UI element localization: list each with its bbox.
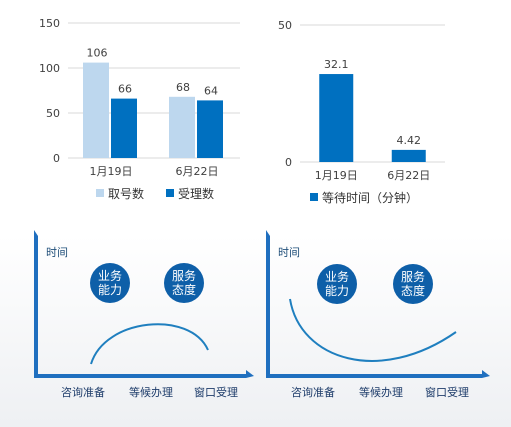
data-label: 4.42 [397,134,422,147]
data-label: 64 [204,84,218,97]
bar-a [83,62,109,158]
legend-swatch [96,189,104,197]
bubble-service-attitude [393,264,433,304]
x-axis [266,374,482,378]
x-axis [34,374,246,378]
bubble-label: 能力 [325,284,349,298]
bubble-label: 服务 [172,268,196,283]
bubble-label: 服务 [401,269,425,284]
x-tick-label: 6月22日 [176,165,219,178]
bar-b [197,100,223,158]
bubble-label: 业务 [325,269,349,284]
bubble-label: 态度 [401,283,425,298]
x-tick-label: 6月22日 [387,169,430,182]
legend-swatch [166,189,174,197]
x-axis-arrow [482,370,490,378]
legend-label: 取号数 [108,186,144,201]
bubble-business-ability [317,264,357,304]
stage-label: 窗口受理 [194,385,238,399]
data-label: 32.1 [324,58,349,71]
bar-a [319,74,354,162]
legend-label: 等待时间（分钟） [322,190,418,205]
data-label: 66 [118,83,132,96]
bar-a [391,149,426,162]
legend-swatch [310,193,318,201]
x-axis-arrow [246,370,254,378]
bar-a [169,96,195,158]
stage-label: 等候办理 [359,385,403,399]
axis-title: 时间 [278,246,300,259]
satisfaction-curve [90,323,209,365]
stage-label: 窗口受理 [425,385,469,399]
stage-label: 等候办理 [129,385,173,399]
y-tick-label: 100 [39,62,60,75]
x-tick-label: 1月19日 [90,165,133,178]
y-axis-arrow [266,230,270,236]
satisfaction-curve [289,298,457,362]
bubble-label: 能力 [98,283,122,297]
y-axis [34,236,38,374]
bubble-service-attitude [164,263,204,303]
y-tick-label: 0 [285,156,292,169]
stage-label: 咨询准备 [61,385,105,399]
stage-label: 咨询准备 [291,385,335,399]
y-tick-label: 150 [39,17,60,30]
bubble-business-ability [90,263,130,303]
y-axis [266,236,270,374]
bar-b [111,98,137,158]
bubble-label: 业务 [98,268,122,283]
y-tick-label: 0 [53,152,60,165]
y-axis-arrow [34,230,38,236]
legend-label: 受理数 [178,186,214,201]
y-tick-label: 50 [46,107,60,120]
data-label: 68 [176,81,190,94]
bubble-label: 态度 [172,282,196,297]
y-tick-label: 50 [278,19,292,32]
x-tick-label: 1月19日 [315,169,358,182]
axis-title: 时间 [46,246,68,259]
data-label: 106 [87,47,108,60]
